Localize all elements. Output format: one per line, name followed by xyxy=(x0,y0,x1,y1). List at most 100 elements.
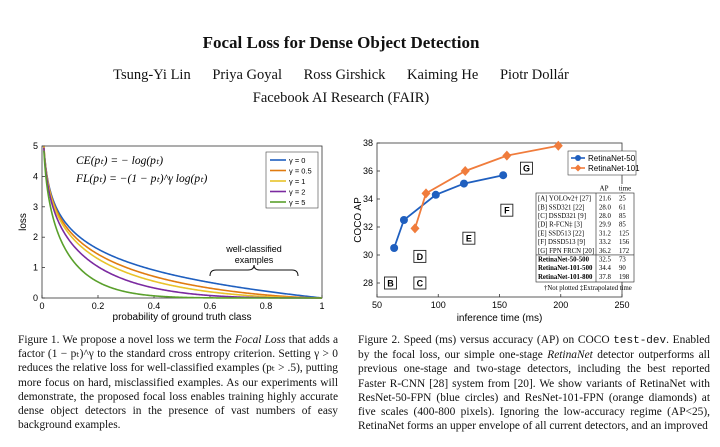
annotation-line1: well-classified xyxy=(225,244,282,254)
table-row-name: [F] DSSD513 [9] xyxy=(538,239,585,246)
detector-marker xyxy=(413,249,427,263)
table-header-time: time xyxy=(619,185,631,193)
x-tick-label: 0.4 xyxy=(148,301,161,311)
table-row-time: 172 xyxy=(619,248,630,255)
y-tick-label: 4 xyxy=(33,171,38,181)
detector-marker xyxy=(384,276,397,290)
data-point xyxy=(502,150,512,161)
results-table xyxy=(535,192,635,283)
legend-marker xyxy=(574,164,582,172)
annotation-line2: examples xyxy=(235,255,274,265)
y-tick-label: 5 xyxy=(33,141,38,151)
x-tick-label: 50 xyxy=(372,300,382,310)
series-line xyxy=(393,174,504,249)
data-point xyxy=(553,140,563,151)
legend-label: γ = 5 xyxy=(289,198,305,207)
legend-label: RetinaNet-50 xyxy=(588,154,636,163)
detector-marker-label: G xyxy=(523,164,530,174)
legend-label: γ = 1 xyxy=(289,177,305,186)
table-row-ap: 28.0 xyxy=(599,204,611,211)
table-row-name: [E] SSD513 [22] xyxy=(538,230,584,237)
data-point xyxy=(421,188,431,199)
author: Piotr Dollár xyxy=(499,67,569,83)
x-tick-label: 100 xyxy=(431,300,446,310)
author: Ross Girshick xyxy=(303,67,386,83)
detector-marker xyxy=(500,203,514,217)
detector-marker xyxy=(520,161,533,175)
table-footnote: †Not plotted ‡Extrapolated time xyxy=(544,285,632,292)
table-row-ap: 36.2 xyxy=(599,248,611,255)
table-row-time: 85 xyxy=(619,222,626,229)
author: Priya Goyal xyxy=(212,67,282,83)
table-header-bg xyxy=(536,184,634,192)
detector-marker-label: D xyxy=(417,252,424,262)
y-tick-label: 0 xyxy=(33,293,38,303)
table-row-name: RetinaNet-101-800 xyxy=(538,274,593,281)
detector-marker-label: B xyxy=(387,279,394,289)
y-tick-label: 1 xyxy=(33,263,38,273)
data-point xyxy=(460,166,470,176)
table-row-name: RetinaNet-101-500 xyxy=(538,265,593,272)
y-tick-label: 38 xyxy=(363,138,373,148)
table-row-name: [C] DSSD321 [9] xyxy=(538,213,586,220)
affiliation: Facebook AI Research (FAIR) xyxy=(252,90,430,106)
y-tick-label: 34 xyxy=(363,194,373,204)
table-row-name: [B] SSD321 [22] xyxy=(538,204,584,211)
y-axis-label: loss xyxy=(18,213,29,231)
equation-ce: CE(pₜ) = − log(pₜ) xyxy=(76,155,163,167)
legend-label: RetinaNet-101 xyxy=(588,164,640,173)
table-row-ap: 28.0 xyxy=(599,213,611,220)
author: Tsung-Yi Lin xyxy=(113,67,191,83)
y-tick-label: 30 xyxy=(363,250,373,260)
figure2-caption: Figure 2. Speed (ms) versus accuracy (AP… xyxy=(358,334,711,433)
loss-curve xyxy=(43,150,322,299)
data-point xyxy=(410,223,420,234)
table-row-time: 61 xyxy=(619,204,626,211)
legend-marker xyxy=(575,155,581,161)
data-point xyxy=(399,216,408,224)
data-point xyxy=(459,179,468,188)
table-row-ap: 33.2 xyxy=(599,239,611,246)
detector-marker xyxy=(413,276,427,290)
table-row-time: 156 xyxy=(619,239,630,246)
x-axis-label: inference time (ms) xyxy=(457,313,543,324)
legend-label: γ = 2 xyxy=(289,188,305,197)
detector-marker-label: E xyxy=(466,234,472,244)
annotation-brace xyxy=(209,264,299,277)
legend-label: γ = 0 xyxy=(289,156,305,165)
paper-title: Focal Loss for Dense Object Detection xyxy=(202,33,480,52)
table-row-ap: 21.6 xyxy=(599,196,611,203)
y-tick-label: 28 xyxy=(363,278,373,288)
table-row-name: [D] R-FCN‡ [3] xyxy=(538,222,582,229)
detector-marker-label: C xyxy=(417,279,424,289)
x-axis-label: probability of ground truth class xyxy=(113,312,252,323)
x-tick-label: 200 xyxy=(553,300,568,310)
table-row-time: 73 xyxy=(619,257,626,264)
table-row-ap: 37.8 xyxy=(599,274,611,281)
x-tick-label: 250 xyxy=(614,300,629,310)
x-tick-label: 0.2 xyxy=(92,301,105,311)
detector-marker xyxy=(462,231,476,245)
y-tick-label: 32 xyxy=(363,222,373,232)
table-row-time: 85 xyxy=(619,213,626,220)
table-row-name: RetinaNet-50-500 xyxy=(538,257,590,264)
table-row-time: 25 xyxy=(619,196,626,203)
table-row-time: 125 xyxy=(619,230,630,237)
table-row-ap: 31.2 xyxy=(599,230,611,237)
table-row-name: [G] FPN FRCN [20] xyxy=(538,248,594,255)
x-tick-label: 0.8 xyxy=(260,301,273,311)
x-tick-label: 0.6 xyxy=(204,301,217,311)
detector-marker-label: F xyxy=(504,206,510,216)
table-row-ap: 34.4 xyxy=(599,265,611,272)
figure1-caption: Figure 1. We propose a novel loss we ter… xyxy=(18,334,339,432)
data-point xyxy=(431,190,440,199)
y-axis-label: COCO AP xyxy=(353,197,364,243)
table-header-ap: AP xyxy=(600,185,609,193)
loss-curve xyxy=(44,157,323,299)
table-row-time: 90 xyxy=(619,265,626,272)
y-tick-label: 3 xyxy=(33,202,38,212)
y-tick-label: 2 xyxy=(33,232,38,242)
x-tick-label: 0 xyxy=(39,301,44,311)
